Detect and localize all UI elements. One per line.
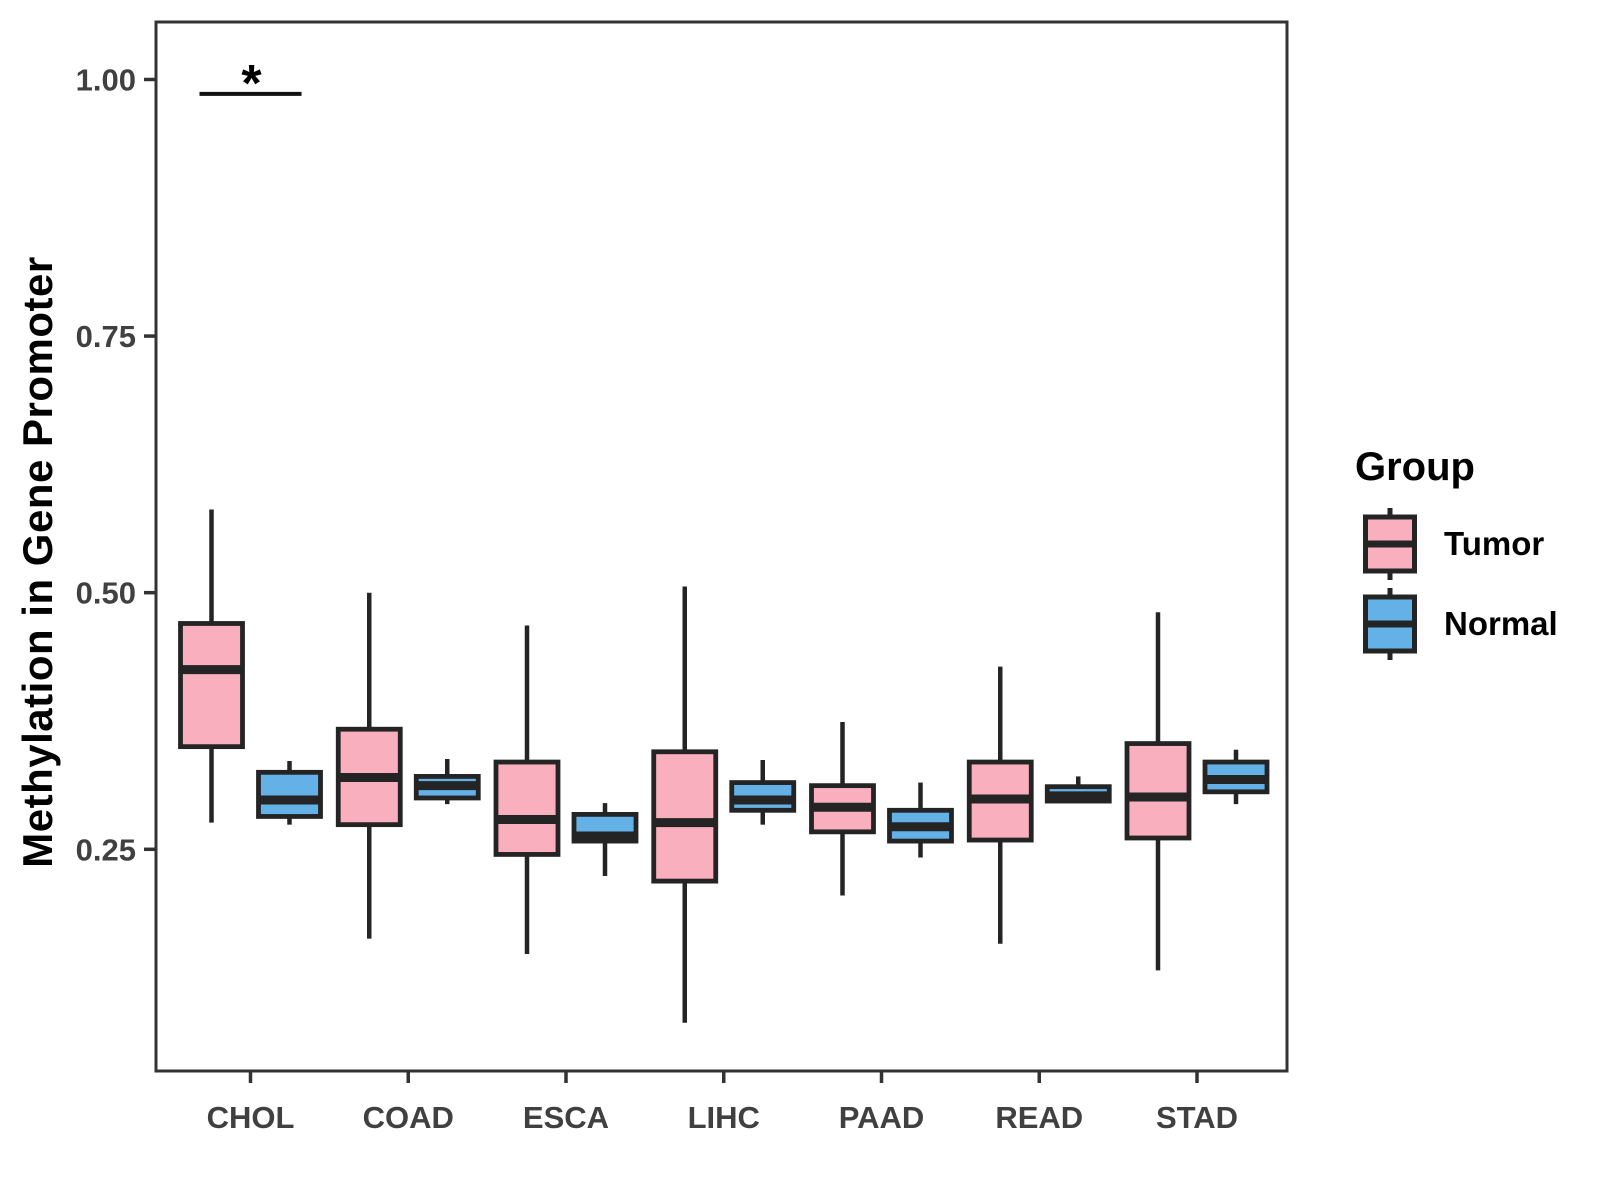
legend: Group Tumor Normal <box>1355 444 1600 664</box>
box-normal-esca <box>571 803 639 876</box>
box-normal-paad <box>887 782 954 858</box>
x-tick-label-chol: CHOL <box>207 1100 295 1135</box>
box-tumor-coad <box>335 592 403 939</box>
normal-boxplot-key-icon <box>1363 588 1417 660</box>
box-tumor-paad <box>809 722 876 896</box>
x-tick-label-paad: PAAD <box>839 1100 925 1135</box>
box-normal-lihc <box>729 759 797 825</box>
box-tumor-lihc <box>651 586 719 1023</box>
box-tumor-chol <box>178 509 245 823</box>
tumor-boxplot-key-icon <box>1363 508 1417 580</box>
x-tick-label-read: READ <box>995 1100 1083 1135</box>
box-tumor-read <box>966 666 1034 944</box>
y-tick-label: 1.00 <box>76 62 136 97</box>
y-tick-label: 0.75 <box>76 319 136 354</box>
x-tick-label-coad: COAD <box>363 1100 454 1135</box>
legend-title: Group <box>1355 445 1475 489</box>
x-tick-label-stad: STAD <box>1156 1100 1238 1135</box>
iqr-box <box>651 749 719 884</box>
legend-label-normal: Normal <box>1444 605 1558 642</box>
x-tick-label-lihc: LIHC <box>688 1100 760 1135</box>
iqr-box <box>178 621 245 750</box>
iqr-box <box>493 759 561 857</box>
box-normal-chol <box>256 761 323 825</box>
legend-label-tumor: Tumor <box>1444 525 1545 562</box>
panel-border <box>154 20 1289 1073</box>
significance-star: * <box>241 55 262 113</box>
y-tick-label: 0.50 <box>76 576 136 611</box>
box-normal-read <box>1044 776 1112 804</box>
box-normal-stad <box>1202 749 1270 805</box>
y-tick-label: 0.25 <box>76 832 136 867</box>
iqr-box <box>1124 741 1192 841</box>
box-normal-coad <box>413 758 481 805</box>
x-tick-label-esca: ESCA <box>523 1100 609 1135</box>
legend-item-tumor: Tumor <box>1355 504 1600 584</box>
box-tumor-stad <box>1124 612 1192 971</box>
box-tumor-esca <box>493 625 561 954</box>
legend-item-normal: Normal <box>1355 584 1600 664</box>
iqr-box <box>256 769 323 819</box>
